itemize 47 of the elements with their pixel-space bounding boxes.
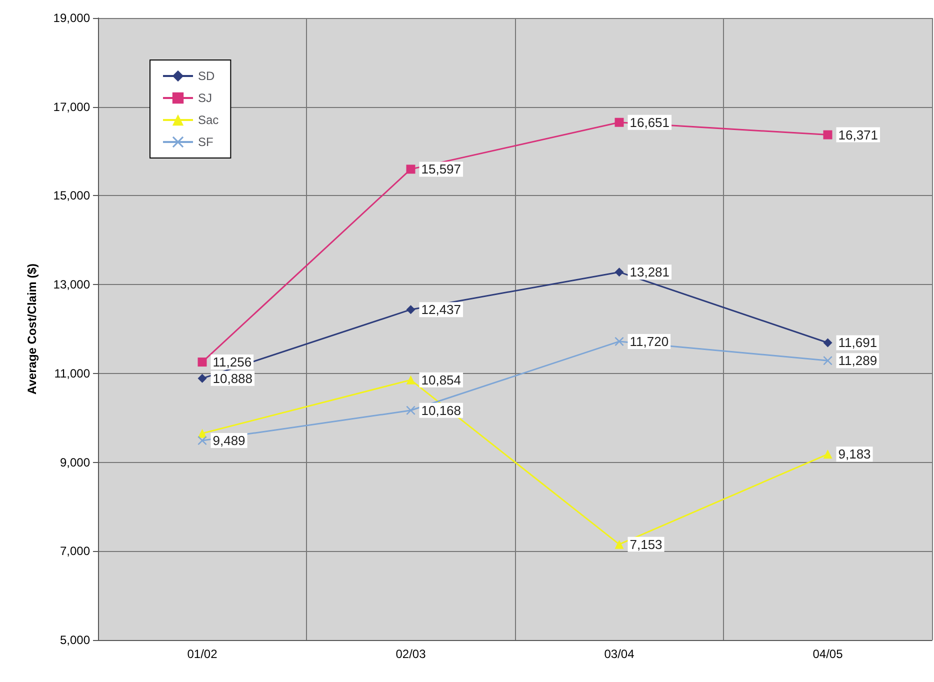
y-tick-label: 15,000 [53,188,90,203]
data-label: 9,489 [212,433,246,448]
legend-label: Sac [198,113,219,127]
y-tick-label: 9,000 [60,455,90,470]
y-tick-label: 13,000 [53,278,90,292]
y-tick-label: 11,000 [54,366,90,380]
point [198,358,207,367]
point [823,130,832,140]
data-label: 10,168 [421,402,462,418]
point [823,356,832,366]
y-tick-label: 17,000 [53,100,90,114]
y-tick-label: 7,000 [60,544,90,558]
data-label: 15,597 [421,162,462,177]
y-tick-label: 19,000 [53,11,90,25]
legend-label: SF [198,135,214,149]
x-tick-label: 02/03 [396,647,426,661]
point [406,375,416,384]
point [614,540,624,549]
point [198,374,207,383]
point [823,450,832,459]
data-label: 11,691 [838,335,878,350]
data-label: 16,371 [838,127,878,142]
data-label: 9,183 [838,446,871,462]
x-tick-label: 04/05 [812,647,844,661]
point [614,336,624,346]
data-label: 12,437 [421,302,462,318]
point [823,338,832,348]
y-axis-title: Average Cost/Claim ($) [25,264,39,394]
data-label: 16,651 [630,114,670,130]
data-label: 11,720 [630,334,669,349]
legend-label: SJ [198,91,212,105]
point [406,164,416,174]
data-label: 11,289 [838,353,878,368]
legend-label: SD [198,69,216,83]
data-label: 11,256 [212,354,252,370]
point [406,305,416,314]
data-label: 7,153 [630,536,662,552]
point [614,268,624,277]
point [614,118,624,127]
y-tick-label: 5,000 [60,633,90,647]
data-label: 13,281 [630,264,670,280]
point [406,406,416,415]
data-label: 10,854 [421,372,462,388]
x-tick-label: 03/04 [604,647,635,661]
data-label: 10,888 [212,370,253,386]
point [198,436,207,446]
x-tick-label: 01/02 [187,647,218,661]
